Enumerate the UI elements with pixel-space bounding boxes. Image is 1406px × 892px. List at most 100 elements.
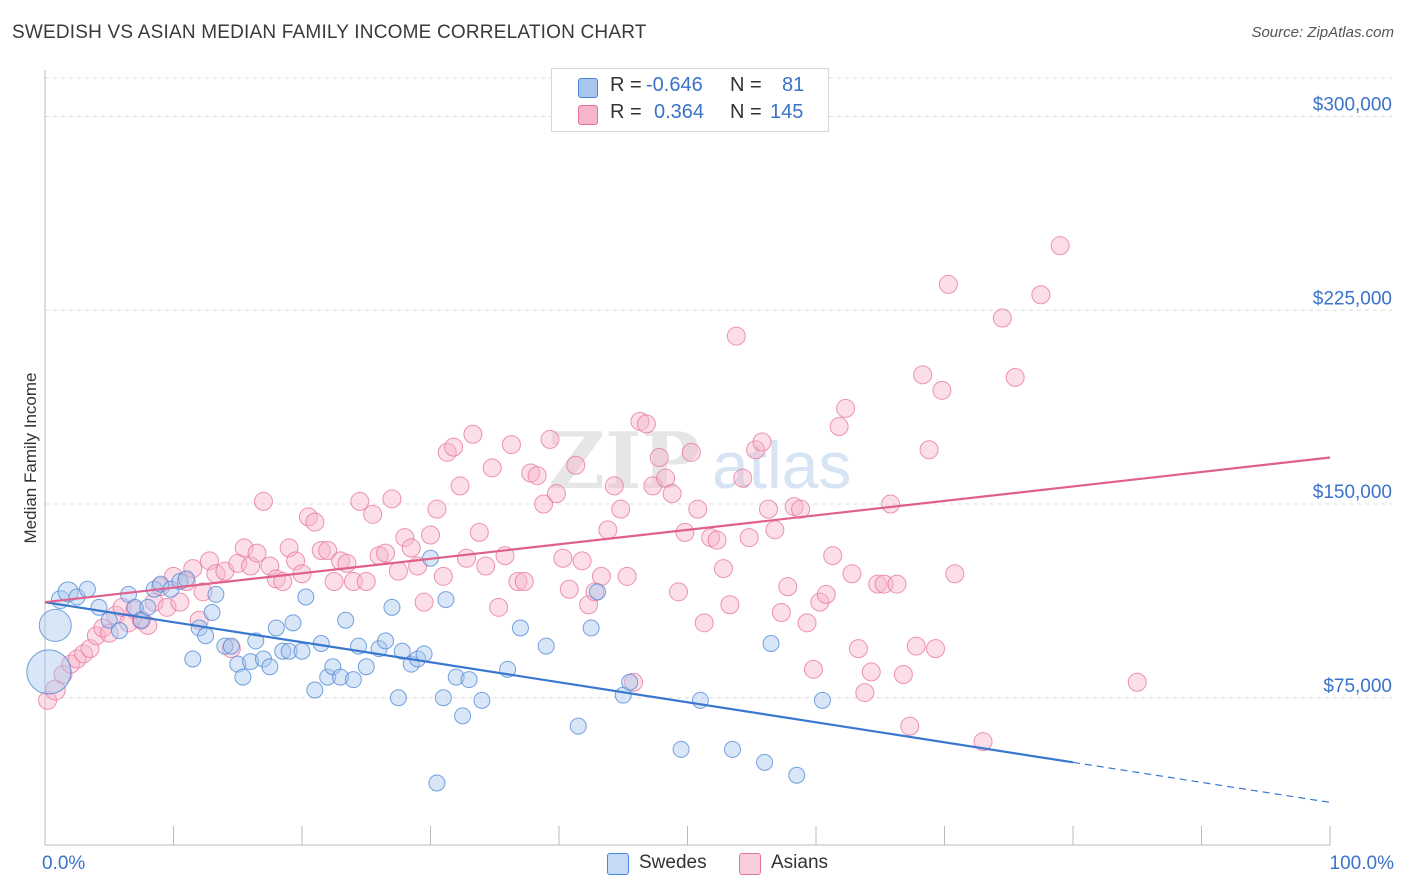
asians-point <box>514 572 534 591</box>
swedes-point <box>428 774 446 792</box>
stats-row-asians: R = 0.364 N = 145 <box>552 101 828 127</box>
swedes-point <box>454 707 472 725</box>
asians-point <box>932 380 952 400</box>
asians-point <box>67 649 87 669</box>
asians-point <box>816 584 836 604</box>
swedes-trend-extension <box>1072 761 1331 803</box>
asians-point <box>919 440 939 460</box>
swedes-point <box>111 622 129 640</box>
swedes-point <box>589 583 607 601</box>
asians-point <box>681 442 701 462</box>
asians-point <box>414 592 434 612</box>
asians-point <box>444 437 464 457</box>
n-value: 81 <box>782 74 805 96</box>
asians-point <box>53 665 73 684</box>
asians-point <box>726 326 746 346</box>
swedes-point <box>57 581 79 603</box>
swedes-point <box>293 642 311 660</box>
asians-swatch <box>578 105 598 125</box>
swedes-point <box>306 681 324 699</box>
asians-point <box>662 484 682 504</box>
asians-point <box>803 659 823 679</box>
asians-point <box>893 665 913 684</box>
swedes-point <box>434 689 452 707</box>
asians-point <box>311 541 331 560</box>
asians-point <box>713 559 733 579</box>
swedes-point <box>274 642 292 660</box>
asians-point <box>765 520 785 540</box>
asians-point <box>401 538 421 558</box>
asians-point <box>591 566 611 586</box>
asians-trend-line <box>44 456 1331 604</box>
asians-point <box>546 484 566 504</box>
asians-point <box>973 732 993 752</box>
stats-legend: R = -0.646 N = 81 R = 0.364 N = 145 <box>551 68 829 132</box>
swedes-point <box>393 642 411 660</box>
swedes-point <box>207 585 225 603</box>
asians-point <box>305 512 325 532</box>
swedes-point <box>357 658 375 676</box>
asians-point <box>395 528 415 548</box>
asians-point <box>99 623 119 643</box>
swedes-trend-line <box>44 601 1074 764</box>
asians-point <box>382 489 402 509</box>
swedes-point <box>788 766 806 784</box>
x-tick-label: 100.0% <box>1330 853 1395 874</box>
swedes-point <box>332 668 350 686</box>
y-tick-label: $75,000 <box>1323 676 1392 697</box>
swedes-point <box>582 619 600 637</box>
r-label: R = <box>610 74 642 96</box>
asians-point <box>247 543 267 563</box>
asians-point <box>829 417 849 436</box>
legend-label: Swedes <box>639 852 707 873</box>
swedes-point <box>377 632 395 650</box>
asians-point <box>193 582 213 602</box>
swedes-point <box>203 604 221 621</box>
asians-point <box>559 579 579 599</box>
chart-title: SWEDISH VS ASIAN MEDIAN FAMILY INCOME CO… <box>12 22 647 43</box>
asians-point <box>810 592 830 612</box>
asians-point <box>553 548 573 568</box>
swedes-point <box>90 598 108 616</box>
swedes-point <box>756 753 774 771</box>
swedes-point <box>38 608 72 642</box>
asians-point <box>489 597 509 617</box>
asians-point <box>604 476 624 496</box>
asians-point <box>534 494 554 514</box>
asians-point <box>887 574 907 594</box>
swedes-point <box>473 691 491 709</box>
swedes-point <box>621 673 639 691</box>
swedes-point <box>672 740 690 758</box>
asians-point <box>450 476 470 496</box>
asians-point <box>778 577 798 597</box>
legend-item-asians[interactable]: Asians <box>739 852 849 876</box>
asians-legend-swatch <box>739 853 761 875</box>
asians-point <box>900 716 920 736</box>
asians-point <box>624 672 644 692</box>
asians-point <box>388 561 408 581</box>
swedes-point <box>267 619 285 637</box>
asians-point <box>855 683 875 703</box>
asians-point <box>1050 236 1070 256</box>
asians-point <box>540 429 560 449</box>
asians-point <box>376 543 396 563</box>
grid-layer <box>45 77 1392 699</box>
swedes-point <box>723 740 741 758</box>
asians-point <box>1127 672 1147 692</box>
asians-point <box>688 499 708 519</box>
swedes-point <box>222 637 240 655</box>
asians-point <box>427 499 447 519</box>
swedes-point <box>242 653 260 671</box>
swedes-point <box>437 591 455 609</box>
asians-point <box>945 564 965 584</box>
asians-point <box>992 308 1012 328</box>
legend-item-swedes[interactable]: Swedes <box>607 852 717 876</box>
swedes-points <box>26 549 831 792</box>
y-tick-label: $300,000 <box>1313 95 1392 116</box>
asians-point <box>913 365 933 385</box>
watermark-logo: ZIP atlas <box>548 416 851 507</box>
asians-point <box>733 468 753 488</box>
asians-point <box>1005 367 1025 387</box>
asians-point <box>566 455 586 475</box>
swedes-point <box>460 671 478 689</box>
